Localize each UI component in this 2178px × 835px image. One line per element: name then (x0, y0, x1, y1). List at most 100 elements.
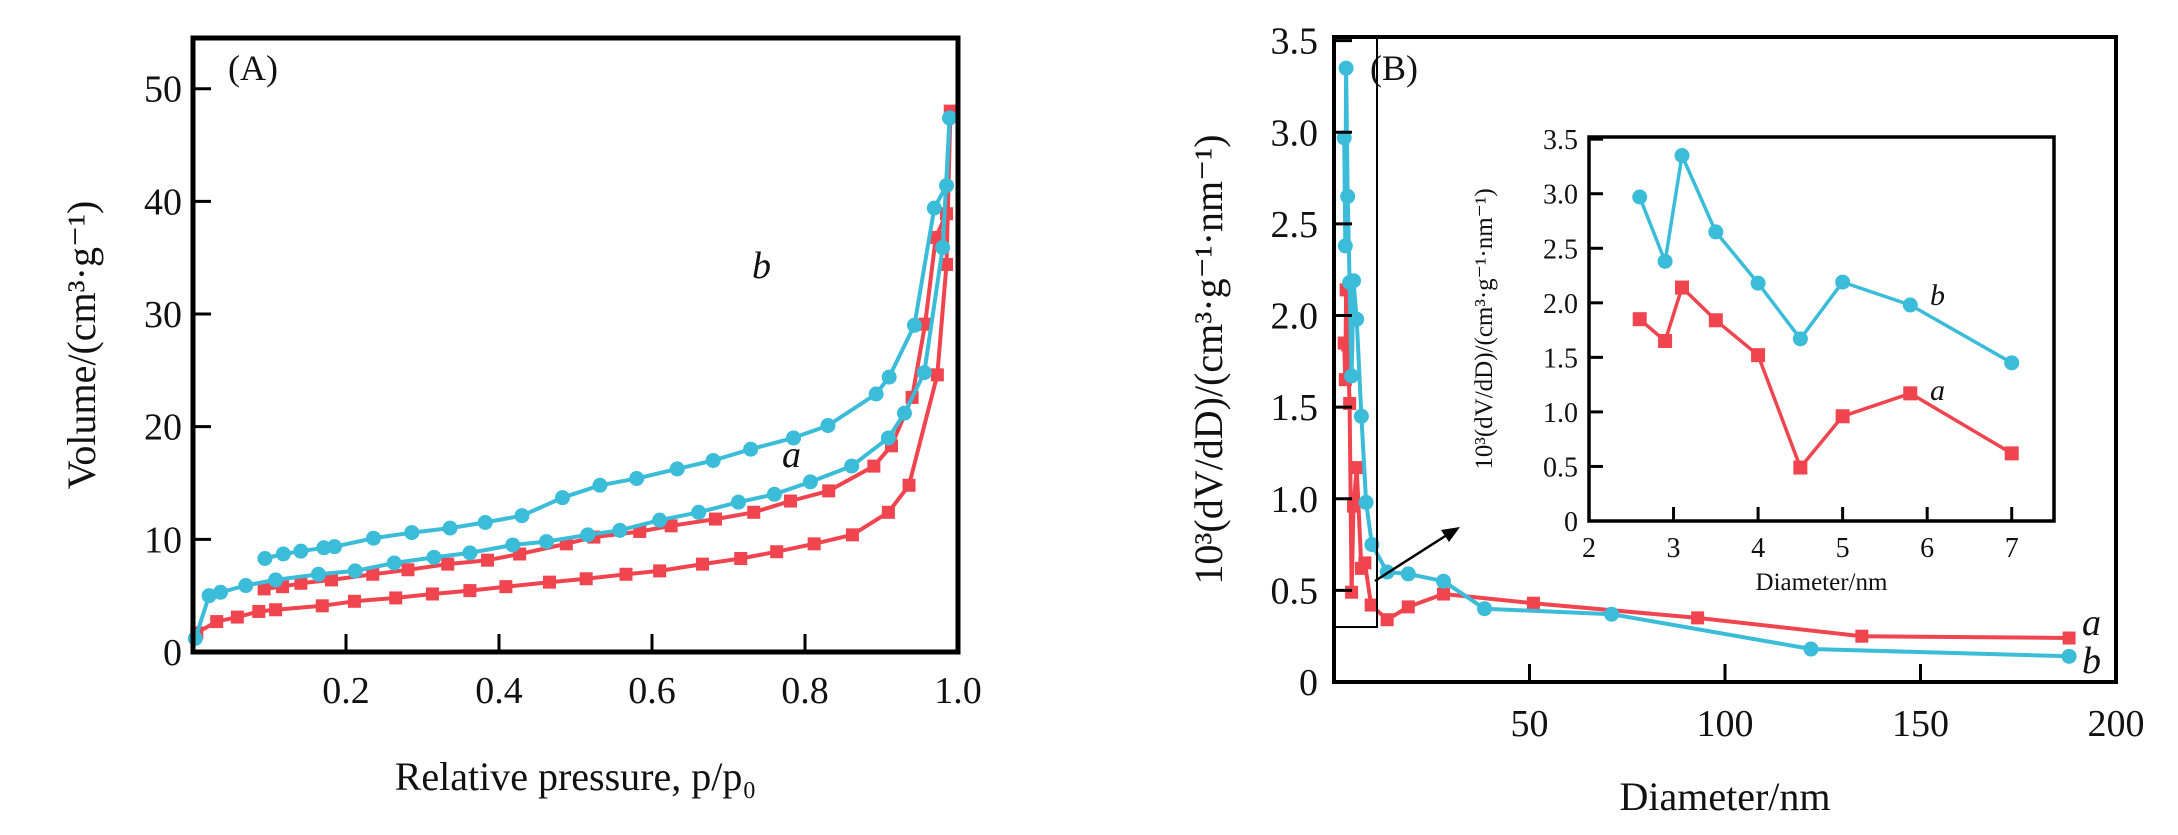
y-tick-label: 2.0 (1271, 296, 1319, 338)
series-b-point (257, 550, 273, 566)
y-tick-label: 2.0 (1543, 289, 1578, 320)
series-b-point (386, 555, 402, 571)
series-a-point (1751, 348, 1766, 363)
series-b-point (442, 520, 458, 536)
series-a-point (1675, 280, 1689, 295)
series-b-point (926, 200, 942, 216)
series-a-point (499, 580, 513, 594)
y-axis-title: Volume/(cm³·g⁻¹) (59, 201, 104, 490)
series-b-point (514, 508, 530, 524)
series-a-point (389, 591, 403, 605)
x-tick-label: 1.0 (934, 670, 982, 712)
series-a-point (1364, 598, 1378, 612)
series-b-point (1337, 238, 1353, 254)
series-b-line (1342, 66, 2070, 659)
series-b-point (404, 525, 420, 541)
series-b-point (268, 572, 284, 588)
series-b-point (844, 458, 860, 474)
y-tick-label: 50 (144, 69, 182, 111)
zoom-arrow-line (1374, 531, 1451, 583)
curve-label-b: b (2082, 640, 2101, 682)
series-b-point (1835, 274, 1851, 290)
series-b-point (580, 527, 596, 543)
y-axis-title: 10³(dV/dD)/(cm³·g⁻¹·nm⁻¹) (1186, 134, 1231, 584)
series-b-point (1902, 297, 1918, 313)
curve-label-a: a (782, 434, 801, 476)
y-tick-label: 0 (1564, 507, 1578, 538)
y-tick-label: 3.5 (1543, 125, 1578, 156)
series-b-point (1344, 368, 1360, 384)
series-b-point (275, 546, 291, 562)
series-b-point (1400, 566, 1416, 582)
series-b-point (1346, 273, 1362, 289)
y-tick-label: 20 (144, 407, 182, 449)
y-tick-label: 1.0 (1271, 479, 1319, 521)
series-b-point (1708, 224, 1724, 240)
series-a-point (1793, 460, 1808, 475)
series-a-point (481, 553, 495, 567)
series-b-point (880, 430, 896, 446)
x-tick-label: 0.8 (781, 670, 829, 712)
x-tick-label: 50 (1511, 703, 1549, 745)
series-a-point (1691, 611, 1705, 625)
series-a-point (619, 567, 633, 581)
curve-label-a: a (1930, 374, 1945, 407)
y-tick-label: 30 (144, 294, 182, 336)
series-b-point (1792, 331, 1808, 347)
series-a-point (783, 494, 797, 508)
series-a-point (930, 368, 944, 382)
series-a-point (918, 317, 932, 331)
series-a-point (1401, 600, 1415, 614)
series-b-point (1604, 606, 1620, 622)
series-b-point (347, 563, 363, 579)
series-b-point (652, 512, 668, 528)
series-a-point (633, 524, 647, 538)
x-tick-label: 0.2 (322, 670, 370, 712)
series-a-point (269, 603, 283, 617)
series-b-point (592, 477, 608, 493)
series-b-point (554, 490, 570, 506)
series-a-point (324, 573, 338, 587)
series-a-line (1638, 285, 2013, 470)
x-axis-title: Diameter/nm (1756, 569, 1888, 596)
curve-label-b: b (1930, 279, 1945, 312)
series-b-point (477, 514, 493, 530)
zoom-arrow-head-icon (1441, 527, 1460, 542)
series-b-point (705, 452, 721, 468)
series-a-point (664, 519, 678, 533)
series-a-point (1855, 629, 1869, 643)
series-b-point (1358, 494, 1374, 510)
y-tick-label: 10 (144, 519, 182, 561)
series-b-point (868, 386, 884, 402)
series-a-point (579, 572, 593, 586)
series-b-point (1750, 275, 1766, 291)
y-tick-label: 0 (1299, 662, 1318, 704)
series-a-point (210, 615, 224, 629)
series-a-point (1350, 461, 1364, 475)
series-a-point (315, 599, 329, 613)
series-b-point (730, 494, 746, 510)
x-tick-label: 100 (1697, 703, 1754, 745)
series-b-line (1638, 153, 2013, 365)
x-tick-label: 200 (2088, 703, 2145, 745)
series-b-point (293, 543, 309, 559)
series-a-point (867, 459, 881, 473)
series-a-point (695, 557, 709, 571)
x-tick-label: 0.4 (475, 670, 523, 712)
series-a-point (294, 576, 308, 590)
series-a-point (929, 230, 943, 244)
series-a-point (1835, 409, 1850, 424)
y-axis-title: 10³(dV/dD)/(cm³·g⁻¹·nm⁻¹) (1471, 188, 1498, 469)
curve-label-a: a (2082, 602, 2101, 644)
series-b-point (213, 584, 229, 600)
y-tick-label: 1.5 (1543, 343, 1578, 374)
series-b-point (896, 405, 912, 421)
zoom-region-box (1333, 36, 1379, 629)
series-b-point (366, 530, 382, 546)
plot-frame (190, 35, 961, 655)
series-a-point (1436, 587, 1450, 601)
curve-label-b: b (752, 245, 771, 287)
x-tick-label: 6 (1920, 533, 1934, 564)
series-b-point (1349, 311, 1365, 327)
y-tick-label: 2.5 (1543, 234, 1578, 265)
